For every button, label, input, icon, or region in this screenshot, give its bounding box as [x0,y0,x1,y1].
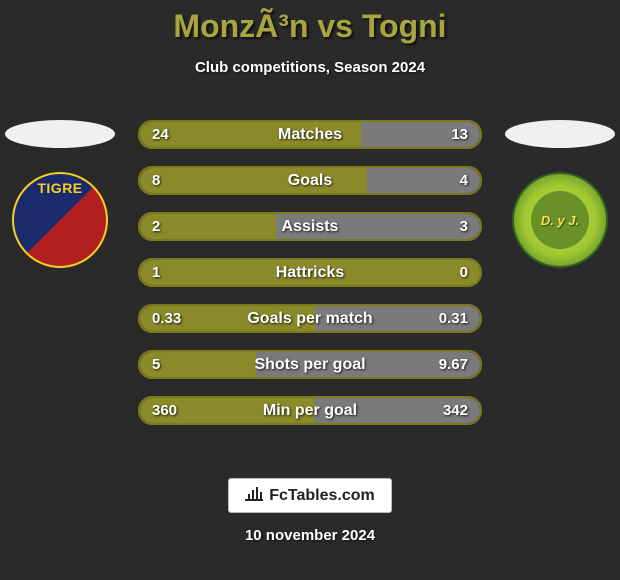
left-player-placeholder [5,120,115,148]
stat-bar-label: Hattricks [140,260,480,285]
stat-bar-label: Goals [140,168,480,193]
chart-icon [245,485,263,506]
stat-bar-label: Goals per match [140,306,480,331]
stat-bar-label: Assists [140,214,480,239]
header: MonzÃ³n vs Togni Club competitions, Seas… [0,0,620,76]
stat-bar: 10Hattricks [138,258,482,287]
footer-date: 10 november 2024 [245,527,375,544]
stat-bar-label: Matches [140,122,480,147]
stat-bar-label: Shots per goal [140,352,480,377]
stat-bar: 0.330.31Goals per match [138,304,482,333]
page-subtitle: Club competitions, Season 2024 [0,59,620,76]
stat-bar: 23Assists [138,212,482,241]
page-title: MonzÃ³n vs Togni [0,8,620,45]
site-logo[interactable]: FcTables.com [228,478,392,513]
stat-bar-label: Min per goal [140,398,480,423]
footer: FcTables.com 10 november 2024 [0,478,620,544]
left-club-badge-text: TIGRE [37,180,82,196]
left-club-badge: TIGRE [12,172,108,268]
stat-bar: 2413Matches [138,120,482,149]
stat-bar: 360342Min per goal [138,396,482,425]
stat-bar: 59.67Shots per goal [138,350,482,379]
right-player-column: D. y J. [500,120,620,268]
site-logo-text: FcTables.com [269,487,375,505]
stats-bars: 2413Matches 84Goals 23Assists 10Hattricks 0.… [138,120,482,425]
left-player-column: TIGRE [0,120,120,268]
right-club-badge: D. y J. [512,172,608,268]
right-club-badge-text: D. y J. [531,191,589,249]
stat-bar: 84Goals [138,166,482,195]
right-player-placeholder [505,120,615,148]
